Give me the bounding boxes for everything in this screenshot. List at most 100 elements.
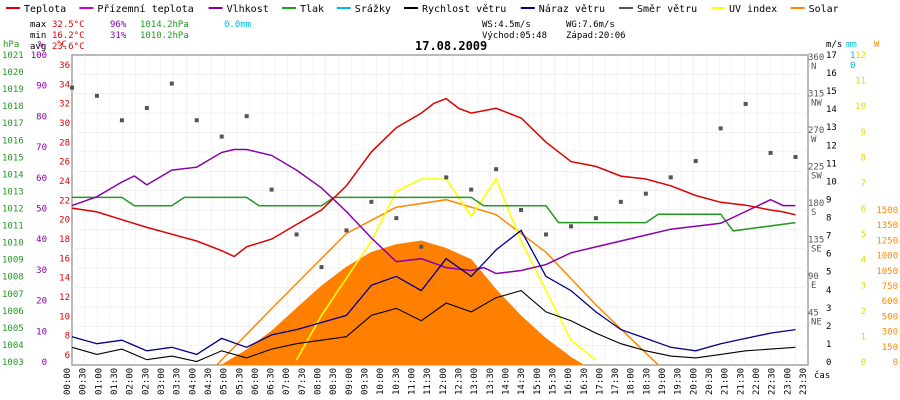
dir-deg-label: 135	[808, 236, 824, 246]
uv-tick: 5	[861, 230, 866, 240]
c-tick: 26	[59, 158, 70, 168]
ms-tick: 1	[826, 340, 831, 350]
mm-tick: 0	[850, 61, 855, 71]
wind-direction-point	[544, 232, 549, 237]
stat-min-press: 1010.2hPa	[140, 31, 189, 41]
ms-tick: 16	[826, 69, 837, 79]
wind-direction-point	[394, 216, 399, 221]
c-tick: 18	[59, 235, 70, 245]
stat-avg-label: avg	[30, 42, 46, 52]
legend-label: Náraz větru	[539, 3, 605, 15]
legend-label: Směr větru	[637, 3, 697, 15]
hpa-tick: 1003	[2, 358, 24, 368]
c-tick: 20	[59, 216, 70, 226]
x-tick: 17:30	[611, 368, 621, 395]
c-tick: 14	[59, 274, 70, 284]
dir-deg-label: 45	[808, 309, 819, 319]
dir-name-label: N	[811, 62, 816, 72]
pct-tick: 30	[36, 266, 47, 276]
x-tick: 08:30	[329, 368, 339, 395]
c-tick: 22	[59, 196, 70, 206]
x-tick: 17:00	[595, 368, 605, 395]
axis-ms-unit: m/s	[826, 40, 842, 50]
wind-direction-point	[519, 208, 524, 212]
x-tick: 19:30	[674, 368, 684, 395]
x-tick: 04:30	[204, 368, 214, 395]
x-tick: 22:30	[768, 368, 778, 395]
stat-max-label: max	[30, 20, 47, 30]
pct-tick: 90	[36, 82, 47, 92]
x-tick: 03:30	[173, 368, 183, 395]
c-tick: 10	[59, 312, 70, 322]
x-axis-label: čas	[814, 370, 830, 381]
legend-label: Vlhkost	[227, 4, 269, 15]
x-tick: 18:00	[627, 368, 637, 395]
x-tick: 05:00	[220, 368, 230, 395]
wind-direction-point	[94, 93, 99, 98]
axis-hpa-unit: hPa	[3, 40, 19, 50]
dir-deg-label: 360	[808, 53, 824, 63]
stat-sunset: Západ:20:06	[566, 31, 626, 41]
x-tick: 07:00	[282, 368, 292, 395]
stat-min-hum: 31%	[110, 31, 127, 41]
uv-tick: 0	[861, 358, 866, 368]
hpa-tick: 1009	[2, 256, 24, 266]
wind-direction-point	[70, 85, 74, 90]
x-tick: 18:30	[642, 368, 652, 395]
pct-tick: 100	[31, 51, 47, 61]
w-tick: 500	[882, 312, 898, 322]
wind-speed-line	[71, 289, 796, 363]
c-tick: 8	[65, 332, 70, 342]
ms-tick: 13	[826, 123, 837, 133]
dir-name-label: NE	[811, 318, 822, 328]
uv-tick: 8	[861, 153, 866, 163]
uv-tick: 12	[855, 51, 866, 61]
ms-tick: 17	[826, 51, 837, 61]
wind-direction-point	[469, 187, 474, 192]
ms-tick: 4	[826, 286, 831, 296]
legend-label: Přízemní teplota	[97, 3, 193, 15]
hpa-tick: 1017	[2, 119, 24, 129]
wind-direction-point	[643, 191, 648, 196]
ms-tick: 8	[826, 214, 831, 224]
hpa-tick: 1004	[2, 341, 24, 351]
wind-direction-point	[319, 265, 324, 270]
x-tick: 16:30	[580, 368, 590, 395]
wind-direction-point	[219, 134, 224, 139]
hpa-tick: 1021	[2, 51, 24, 61]
axis-w-unit: W	[874, 40, 880, 50]
uv-tick: 4	[861, 256, 866, 266]
ms-tick: 0	[826, 358, 831, 368]
x-tick: 06:30	[267, 368, 277, 395]
wind-direction-point	[568, 224, 573, 229]
w-tick: 1250	[876, 236, 898, 246]
stat-max-hum: 96%	[110, 20, 127, 30]
wind-direction-point	[494, 167, 499, 172]
c-tick: 30	[59, 119, 70, 129]
grid	[71, 54, 809, 366]
mm-tick: 1	[850, 51, 855, 61]
wind-direction-point	[593, 216, 598, 221]
legend: Teplota Přízemní teplota Vlhkost Tlak Srážky…	[6, 3, 839, 15]
ms-tick: 15	[826, 87, 837, 97]
legend-label: Rychlost větru	[422, 3, 506, 15]
hpa-tick: 1010	[2, 239, 24, 249]
stat-precip: 0.0mm	[224, 20, 251, 30]
ms-tick: 10	[826, 177, 837, 187]
axis-tick-labels: 1021102010191018101710161015101410131012…	[2, 51, 898, 395]
axis-mm-unit: mm	[846, 40, 857, 50]
w-tick: 1500	[876, 206, 898, 216]
ms-tick: 7	[826, 232, 831, 242]
stat-max-press: 1014.2hPa	[140, 20, 189, 30]
stat-ws: WS:4.5m/s	[482, 20, 531, 30]
wind-direction-point	[169, 81, 174, 86]
c-tick: 16	[59, 254, 70, 264]
x-tick: 01:00	[94, 368, 104, 395]
pct-tick: 20	[36, 297, 47, 307]
uv-tick: 1	[861, 332, 866, 342]
dir-deg-label: 180	[808, 199, 824, 209]
x-tick: 08:00	[314, 368, 324, 395]
pct-tick: 0	[42, 358, 47, 368]
wind-direction-point	[144, 106, 149, 111]
